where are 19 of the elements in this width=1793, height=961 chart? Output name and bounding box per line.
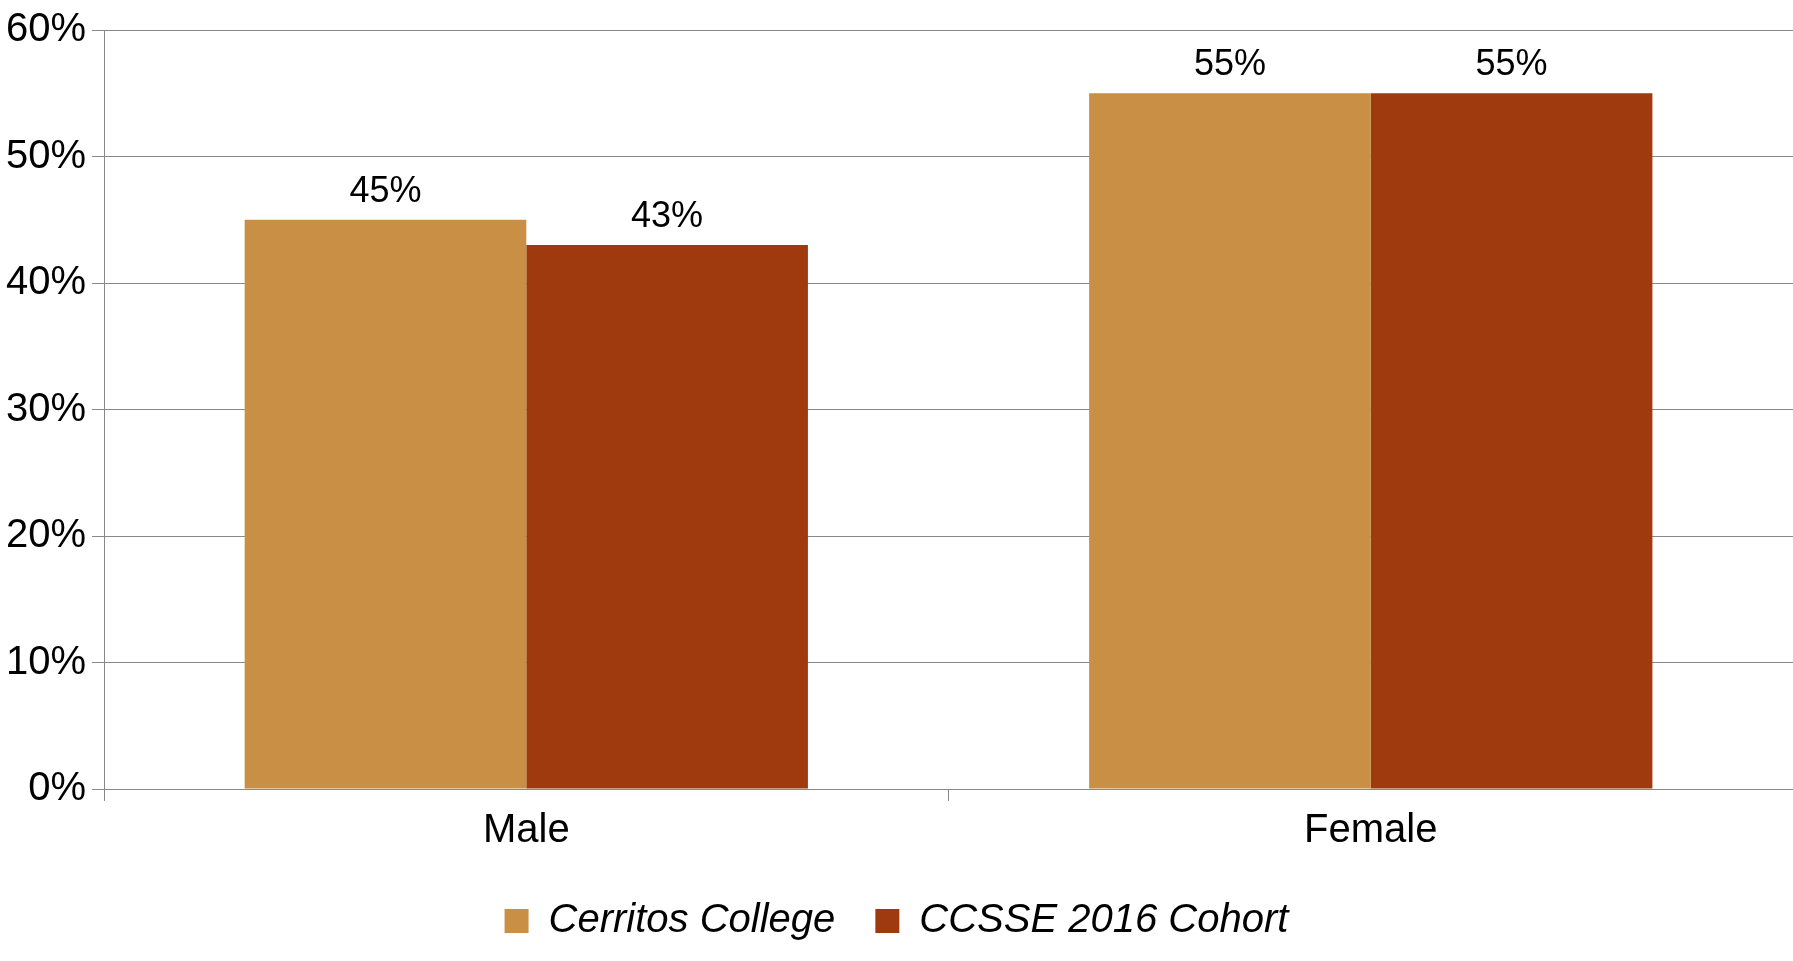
data-label: 43% — [631, 193, 704, 235]
data-label: 45% — [349, 168, 422, 210]
y-tick-label: 40% — [6, 258, 87, 303]
y-tick-label: 10% — [6, 637, 87, 682]
legend-label: CCSSE 2016 Cohort — [919, 896, 1291, 941]
y-tick-label: 60% — [6, 5, 87, 50]
data-label: 55% — [1475, 42, 1548, 84]
data-label: 55% — [1193, 42, 1266, 84]
y-tick-label: 20% — [6, 511, 87, 556]
y-tick-label: 50% — [6, 131, 87, 176]
bar — [1089, 93, 1371, 789]
y-tick-label: 0% — [28, 764, 87, 809]
bar — [1370, 93, 1653, 789]
x-tick-label: Female — [1304, 806, 1438, 851]
bar — [244, 219, 527, 789]
x-tick-label: Male — [482, 806, 570, 851]
y-tick-label: 30% — [6, 384, 87, 429]
bar — [526, 245, 808, 789]
legend-label: Cerritos College — [548, 896, 836, 941]
